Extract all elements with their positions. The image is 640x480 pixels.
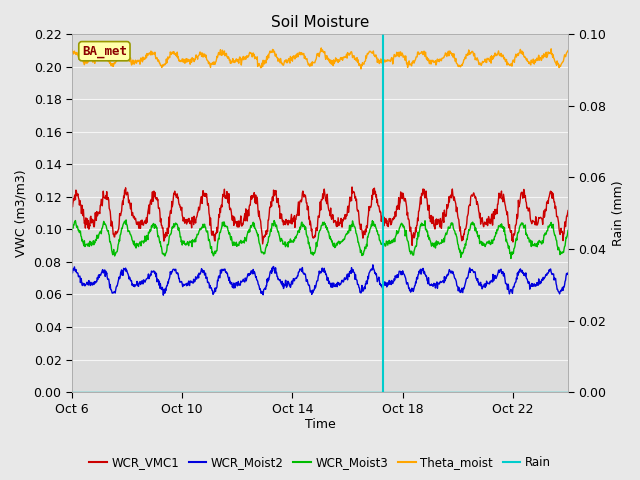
Y-axis label: Rain (mm): Rain (mm)	[612, 180, 625, 246]
Legend: WCR_VMC1, WCR_Moist2, WCR_Moist3, Theta_moist, Rain: WCR_VMC1, WCR_Moist2, WCR_Moist3, Theta_…	[84, 452, 556, 474]
Y-axis label: VWC (m3/m3): VWC (m3/m3)	[15, 169, 28, 257]
X-axis label: Time: Time	[305, 419, 335, 432]
Title: Soil Moisture: Soil Moisture	[271, 15, 369, 30]
Text: BA_met: BA_met	[82, 45, 127, 58]
